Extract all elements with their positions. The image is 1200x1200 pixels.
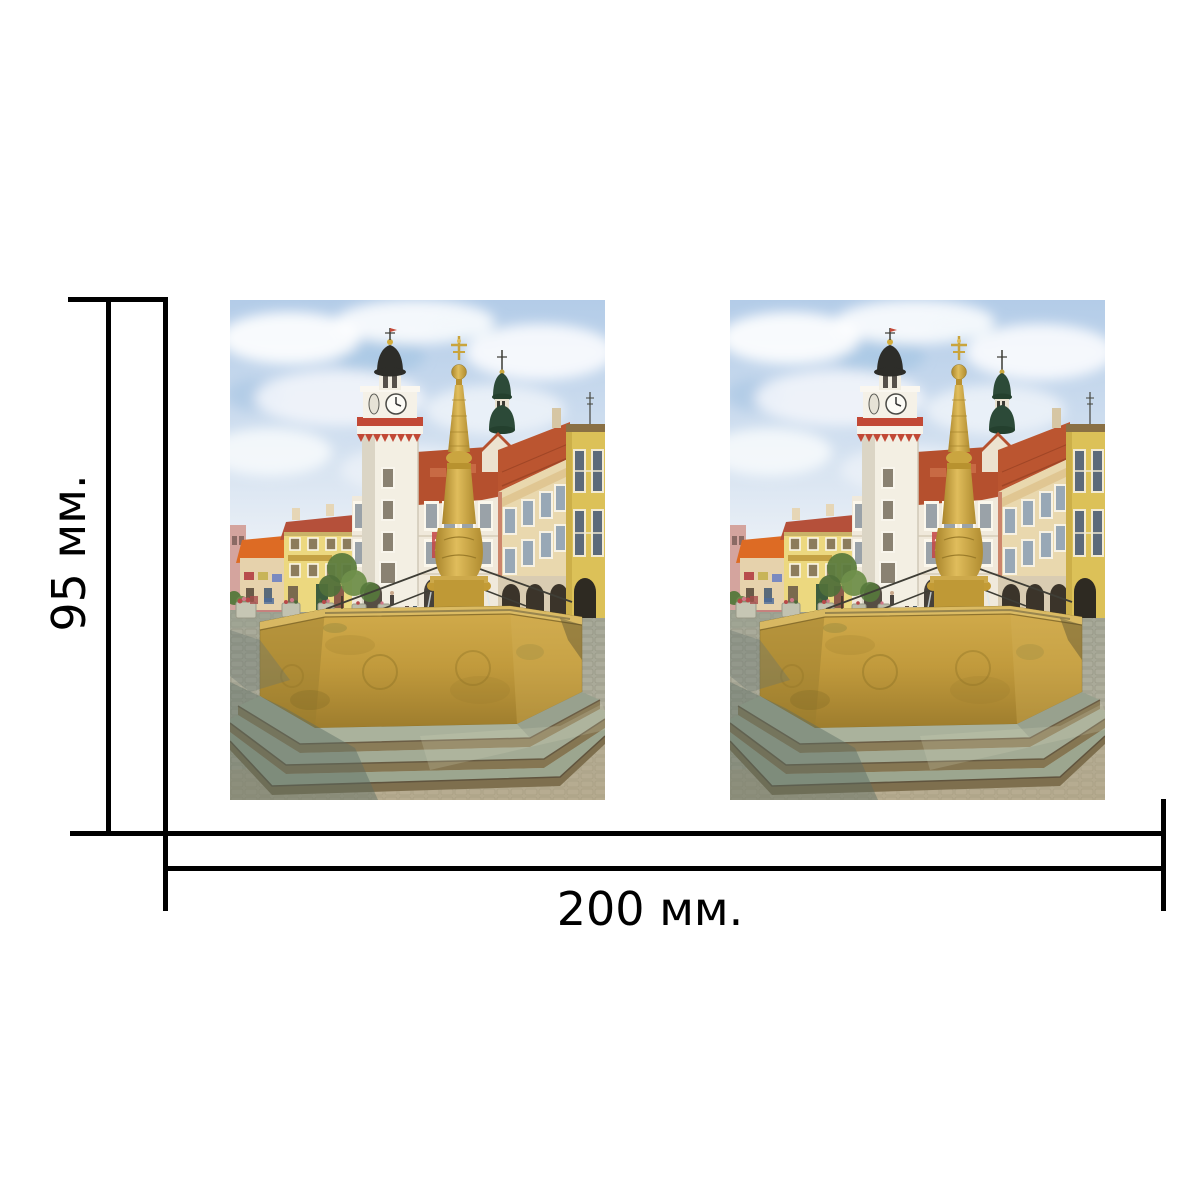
bottom-edge-line xyxy=(70,831,1166,836)
width-dim-label: 200 мм. xyxy=(556,882,744,936)
photo-copy-2 xyxy=(730,300,1105,800)
height-dim-label: 95 мм. xyxy=(42,474,96,632)
photo-copy-1 xyxy=(230,300,605,800)
town-square-scene xyxy=(230,300,605,800)
height-dim-line xyxy=(106,297,111,836)
town-square-scene xyxy=(730,300,1105,800)
height-dim-top-tick xyxy=(68,297,167,302)
right-edge-tick xyxy=(1161,799,1166,911)
width-dim-line xyxy=(163,866,1166,871)
left-edge-line xyxy=(163,297,168,911)
